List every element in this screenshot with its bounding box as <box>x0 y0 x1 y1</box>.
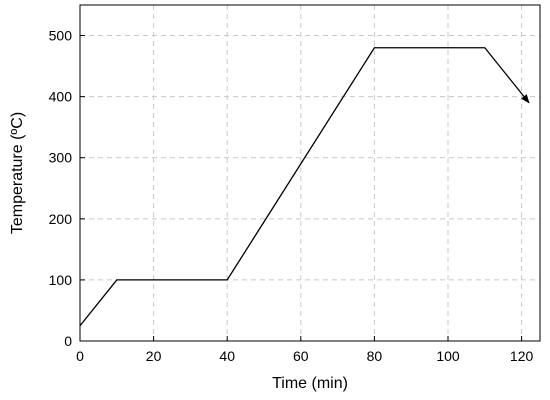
x-tick-label: 120 <box>510 348 534 364</box>
y-tick-label: 400 <box>49 89 73 105</box>
x-tick-label: 100 <box>436 348 460 364</box>
y-tick-label: 0 <box>64 333 72 349</box>
plot-frame <box>79 4 541 342</box>
line-series <box>79 47 530 327</box>
x-tick-label: 20 <box>146 348 162 364</box>
y-tick-label: 200 <box>49 211 73 227</box>
x-tick-label: 60 <box>293 348 309 364</box>
y-tick-label: 300 <box>49 150 73 166</box>
x-axis-label: Time (min) <box>272 375 348 392</box>
y-tick-label: 100 <box>49 272 73 288</box>
x-tick-label: 80 <box>367 348 383 364</box>
x-tick-label: 40 <box>219 348 235 364</box>
x-tick-label: 0 <box>76 348 84 364</box>
y-tick-label: 500 <box>49 28 73 44</box>
y-axis-label: Temperature (ºC) <box>9 112 26 234</box>
